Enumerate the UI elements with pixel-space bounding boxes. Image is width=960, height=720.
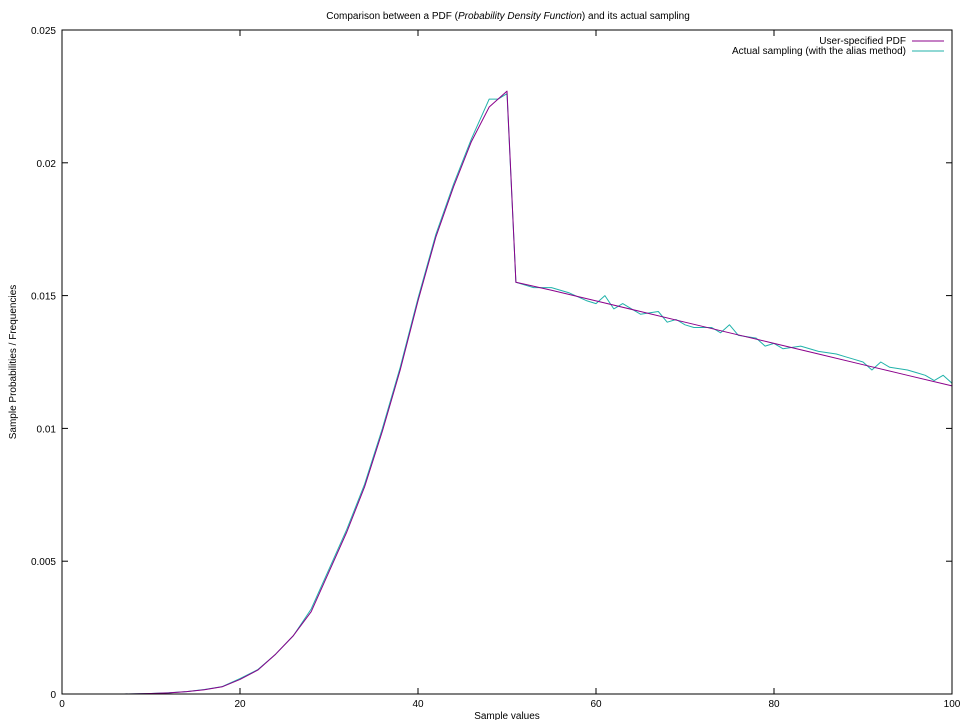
plot-frame — [61, 29, 953, 695]
x-tick-label: 60 — [590, 699, 602, 710]
x-axis-label: Sample values — [474, 711, 540, 720]
y-tick-label: 0 — [50, 690, 56, 701]
chart-title-post: ) and its actual sampling — [582, 11, 690, 22]
legend-label-sampling: Actual sampling (with the alias method) — [732, 46, 906, 57]
legend: User-specified PDF Actual sampling (with… — [732, 36, 944, 57]
x-tick-label: 20 — [234, 699, 246, 710]
x-tick-label: 0 — [59, 699, 65, 710]
chart-title-italic: Probability Density Function — [458, 11, 582, 22]
x-tick-label: 100 — [944, 699, 960, 710]
y-tick-label: 0.02 — [37, 159, 57, 170]
y-tick-label: 0.015 — [31, 292, 56, 303]
y-tick-label: 0.005 — [31, 557, 56, 568]
chart-title: Comparison between a PDF (Probability De… — [326, 11, 690, 22]
y-tick-label: 0.025 — [31, 26, 56, 37]
series-lines — [124, 90, 953, 695]
x-tick-label: 80 — [768, 699, 780, 710]
y-tick-label: 0.01 — [37, 424, 57, 435]
y-axis-label: Sample Probabilities / Frequencies — [8, 285, 19, 440]
legend-label-pdf: User-specified PDF — [819, 36, 906, 47]
x-tick-label: 40 — [412, 699, 424, 710]
series-line-pdf — [124, 90, 953, 695]
chart-title-pre: Comparison between a PDF ( — [326, 11, 458, 22]
